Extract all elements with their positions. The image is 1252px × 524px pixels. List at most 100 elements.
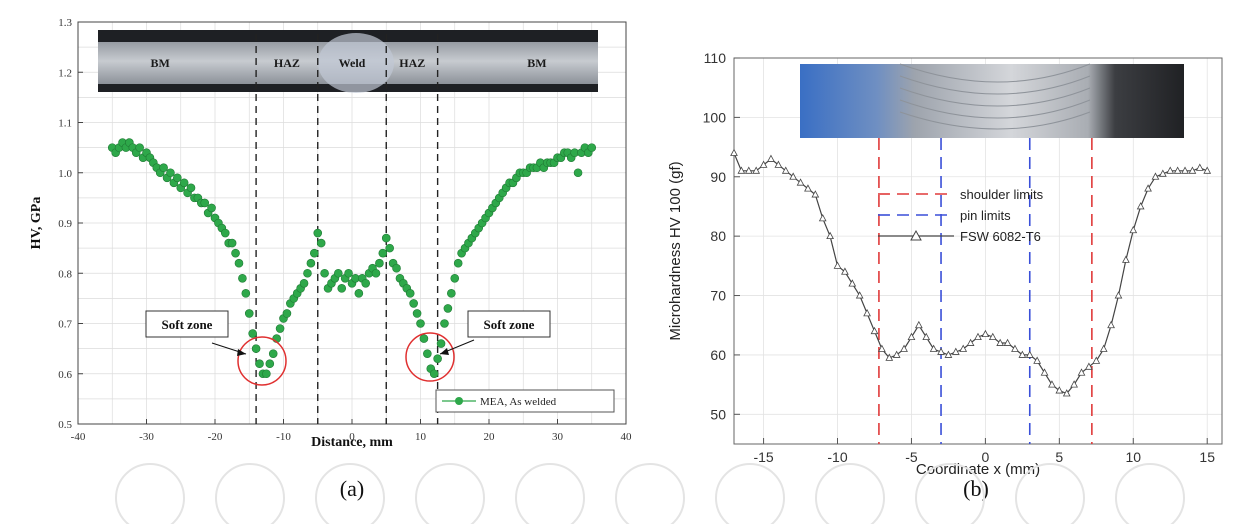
chart-b-data-point — [988, 332, 997, 341]
chart-b-data-point — [804, 184, 812, 192]
chart-a-data-point — [375, 258, 384, 268]
chart-a-micrograph-label: Weld — [339, 56, 366, 70]
chart-a-y-tick-label: 1.3 — [58, 17, 72, 29]
chart-a-data-point — [361, 278, 371, 288]
chart-b-data-point — [1077, 368, 1086, 376]
soft-zone-label-right: Soft zone — [484, 317, 535, 332]
chart-b-legend: shoulder limits pin limits FSW 6082-T6 — [878, 187, 1044, 244]
chart-b-data-point — [818, 213, 827, 222]
chart-a-data-point — [447, 289, 456, 298]
chart-a-data-point — [453, 258, 463, 268]
chart-b-ticks: -15 -10 -5 0 5 10 15 50 60 70 80 90 100 110 — [703, 50, 1216, 465]
soft-zone-label-left: Soft zone — [162, 317, 213, 332]
chart-b-data-point — [744, 166, 753, 174]
chart-b-y-tick-label: 90 — [710, 169, 726, 185]
chart-a-data-point — [405, 289, 415, 298]
chart-b-data-point — [870, 326, 879, 335]
chart-b-data-point — [841, 267, 849, 275]
chart-a-data-point — [299, 278, 309, 288]
chart-b-data-point — [937, 347, 945, 355]
chart-b-data-point — [981, 329, 990, 338]
chart-a-data-point — [419, 334, 429, 343]
chart-a-data-point — [262, 369, 271, 379]
chart-b-panel-label: (b) — [963, 476, 989, 501]
chart-a-data-point — [238, 273, 247, 283]
chart-b-data-point — [1173, 166, 1182, 174]
chart-b-data-point — [774, 160, 783, 168]
chart-b-legend-pin-label: pin limits — [960, 208, 1011, 223]
chart-b-data-point — [1085, 362, 1093, 370]
soft-zone-box-left — [145, 310, 229, 338]
chart-b-data-point — [951, 347, 960, 355]
chart-b-data-point — [1062, 389, 1071, 397]
chart-a-data-point — [443, 304, 453, 313]
chart-b-data-point — [1122, 255, 1130, 263]
chart-a-data-point — [371, 268, 381, 278]
chart-b-data-point — [1003, 338, 1012, 346]
chart-b-data-point — [1195, 163, 1204, 171]
chart-a-data-point — [378, 248, 388, 258]
chart-a-micrograph-label: HAZ — [274, 56, 300, 70]
chart-a-data-point — [333, 268, 343, 278]
chart-a-data-point — [255, 359, 264, 369]
chart-a-annotations: Soft zone Soft zone — [145, 310, 551, 386]
chart-a-micrograph-label: BM — [527, 56, 546, 70]
chart-b-data-point — [1055, 386, 1064, 394]
chart-a-data-point — [316, 238, 326, 248]
chart-a-micrograph — [98, 30, 598, 93]
chart-a-data-point — [241, 289, 251, 298]
soft-zone-box-right — [467, 310, 551, 338]
chart-b-data-point — [730, 148, 738, 156]
chart-b-data-point — [959, 344, 968, 352]
chart-b-data-point — [878, 344, 886, 352]
chart-b-legend-shoulder-label: shoulder limits — [960, 187, 1044, 202]
chart-a-panel-label: (a) — [340, 476, 364, 501]
chart-a-legend: MEA, As welded — [435, 389, 615, 413]
chart-b-data-point — [1136, 202, 1145, 210]
chart-b-data-point — [833, 261, 842, 269]
chart-b-data-point — [855, 291, 864, 299]
chart-b-data-point — [737, 166, 746, 174]
chart-b-legend-series-marker — [910, 229, 922, 241]
chart-a-x-axis-label: Distance, mm — [311, 435, 393, 450]
chart-b-data-point — [1158, 169, 1167, 177]
chart-b-y-axis-label: Microhardness HV 100 (gf) — [667, 161, 684, 340]
chart-a-micrograph-labels: BM HAZ Weld HAZ BM — [151, 56, 547, 70]
chart-b-y-tick-label: 70 — [710, 288, 726, 304]
chart-b-data-point — [1033, 356, 1042, 364]
chart-a-x-tick-label: 0 — [349, 431, 355, 443]
chart-a-series-points — [107, 138, 597, 379]
chart-a-data-point — [268, 349, 278, 358]
chart-a-data-point — [135, 143, 144, 152]
chart-a-y-axis-label: HV, GPa — [29, 197, 44, 250]
chart-b-plot-frame — [733, 57, 1223, 445]
chart-a-data-point — [409, 299, 418, 308]
chart-b-data-point — [796, 178, 805, 186]
chart-a-legend-marker — [455, 397, 463, 405]
chart-b-series-markers — [730, 148, 1212, 397]
chart-b: shoulder limits pin limits FSW 6082-T6 -… — [667, 50, 1223, 501]
chart-b-micrograph-image — [800, 64, 1184, 138]
chart-b-legend-series-label: FSW 6082-T6 — [960, 229, 1041, 244]
chart-b-data-point — [900, 344, 908, 352]
chart-a-data-point — [381, 233, 391, 243]
chart-b-y-tick-label: 50 — [710, 406, 726, 422]
chart-a-x-tick-label: 10 — [415, 431, 427, 443]
chart-b-data-point — [974, 332, 982, 341]
chart-a-data-point — [587, 143, 597, 152]
chart-b-data-point — [1181, 166, 1189, 174]
chart-b-data-point — [892, 350, 901, 358]
chart-b-data-point — [1203, 166, 1212, 174]
chart-b-y-tick-label: 100 — [703, 109, 727, 125]
chart-a-data-point — [573, 168, 583, 178]
chart-a-data-point — [440, 319, 449, 328]
chart-a-data-point — [227, 238, 237, 248]
chart-a-y-tick-label: 1.1 — [58, 118, 72, 130]
chart-b-x-tick-label: -15 — [753, 449, 773, 465]
chart-a-data-point — [179, 178, 189, 188]
chart-b-data-point — [759, 160, 768, 168]
chart-b-data-point — [767, 154, 775, 162]
chart-a-data-point — [166, 168, 175, 178]
chart-a-x-tick-label: -10 — [276, 431, 291, 443]
